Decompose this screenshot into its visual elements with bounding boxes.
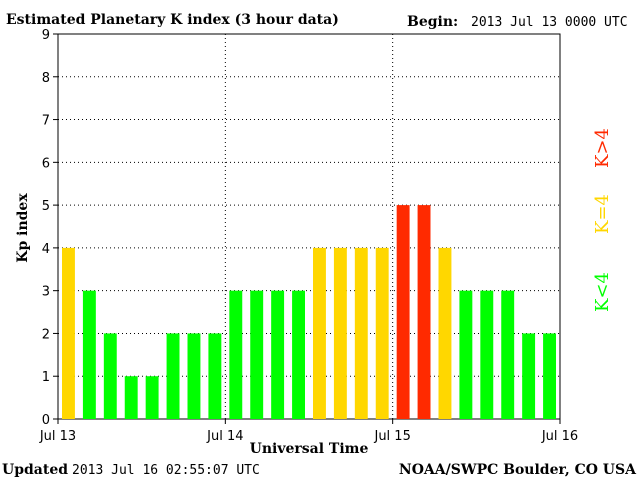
kp-bar	[62, 247, 75, 419]
y-axis-ticks: 0 1 2 3 4 5 6 7 8 9	[42, 28, 58, 428]
kp-bars	[62, 205, 556, 419]
y-tick-label: 0	[42, 413, 50, 428]
kp-bar	[82, 290, 96, 419]
kp-bar	[522, 333, 536, 419]
updated-timestamp: 2013 Jul 16 02:55:07 UTC	[72, 463, 260, 478]
legend-high: K>4	[592, 128, 613, 168]
y-tick-label: 8	[42, 71, 50, 86]
x-tick-label: Jul 13	[39, 429, 76, 444]
kp-bar	[166, 333, 180, 419]
y-tick-label: 3	[42, 285, 50, 300]
updated-label: Updated	[2, 462, 68, 478]
kp-bar	[187, 333, 201, 419]
kp-bar	[271, 290, 285, 419]
y-tick-label: 1	[42, 370, 50, 385]
legend-mid: K=4	[592, 194, 613, 234]
x-tick-label: Jul 14	[206, 429, 243, 444]
begin-label: Begin:	[407, 14, 458, 30]
x-axis-label: Universal Time	[250, 441, 369, 457]
x-axis-ticks: Jul 13 Jul 14 Jul 15 Jul 16	[39, 419, 578, 444]
y-axis-label: Kp index	[15, 193, 31, 263]
y-tick-label: 7	[42, 114, 50, 129]
credit-text: NOAA/SWPC Boulder, CO USA	[399, 462, 637, 478]
y-tick-label: 6	[42, 156, 50, 171]
kp-bar	[438, 247, 452, 419]
kp-bar	[417, 205, 431, 419]
kp-bar	[333, 247, 347, 419]
y-tick-label: 2	[42, 327, 50, 342]
kp-bar	[543, 333, 556, 419]
kp-bar	[124, 376, 138, 419]
kp-bar	[208, 333, 222, 419]
y-tick-label: 4	[42, 242, 50, 257]
kp-bar	[480, 290, 494, 419]
chart-title: Estimated Planetary K index (3 hour data…	[6, 12, 339, 28]
kp-bar	[313, 247, 326, 419]
x-tick-label: Jul 15	[373, 429, 410, 444]
kp-bar	[103, 333, 117, 419]
kp-bar	[292, 290, 305, 419]
kp-bar	[375, 247, 389, 419]
y-tick-label: 5	[42, 199, 50, 214]
legend-low: K<4	[592, 272, 613, 312]
plot-area	[57, 33, 561, 420]
x-tick-label: Jul 16	[541, 429, 578, 444]
kp-bar	[229, 290, 243, 419]
kp-bar	[459, 290, 473, 419]
grid-lines	[58, 34, 560, 419]
kp-bar	[501, 290, 515, 419]
kp-bar	[354, 247, 368, 419]
y-tick-label: 9	[42, 28, 50, 43]
kp-bar	[396, 205, 410, 419]
kp-bar	[250, 290, 264, 419]
begin-timestamp: 2013 Jul 13 0000 UTC	[471, 15, 628, 30]
kp-bar	[145, 376, 159, 419]
